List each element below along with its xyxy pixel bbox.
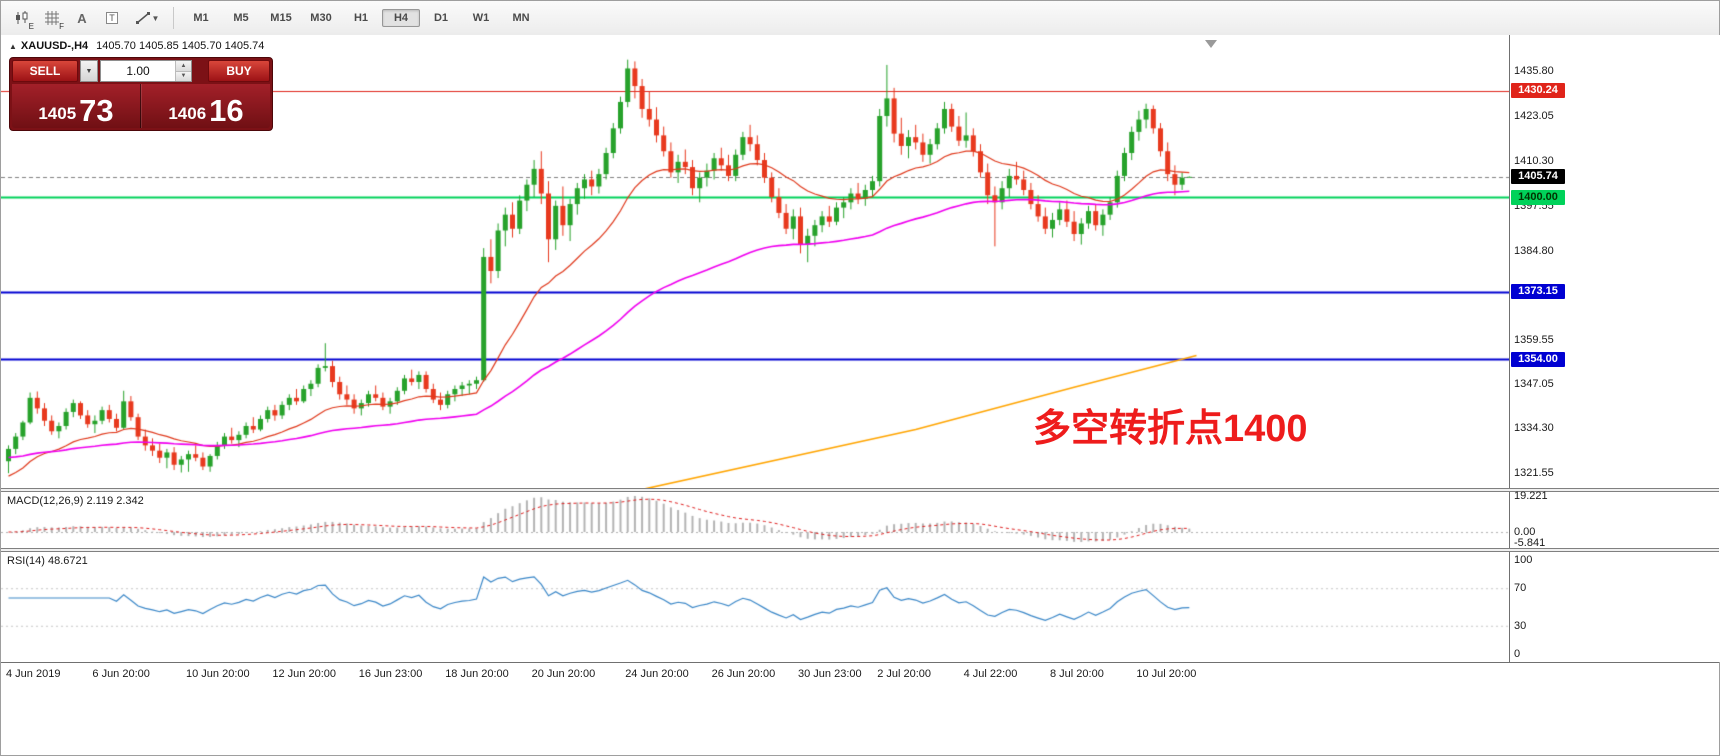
time-axis-label: 8 Jul 20:00 — [1050, 668, 1104, 680]
time-axis-label: 10 Jun 20:00 — [186, 668, 250, 680]
time-axis-label: 16 Jun 23:00 — [358, 668, 423, 680]
timeframe-button-m1[interactable]: M1 — [193, 12, 209, 24]
rsi-indicator-canvas[interactable] — [1, 552, 1509, 662]
rsi-label: RSI(14) 48.6721 — [7, 555, 88, 567]
buy-price-tile[interactable]: 1406 16 — [141, 84, 270, 128]
time-axis-label: 24 Jun 20:00 — [625, 668, 689, 680]
sell-button[interactable]: SELL — [12, 60, 78, 82]
volume-dropdown-icon[interactable]: ▼ — [80, 60, 98, 82]
timeframe-button-w1[interactable]: W1 — [472, 12, 490, 24]
timeframe-button-m15[interactable]: M15 — [270, 12, 292, 24]
volume-spinner: ▲ ▼ — [175, 61, 191, 81]
chart-tools-group: E F A T ▼ — [1, 5, 165, 31]
time-axis-label: 20 Jun 20:00 — [531, 668, 596, 680]
price-axis-label: 1334.30 — [1514, 422, 1554, 435]
price-axis-label: 1423.05 — [1514, 109, 1554, 122]
macd-axis-label: 19.221 — [1514, 490, 1548, 502]
time-axis-label: 12 Jun 20:00 — [272, 668, 337, 680]
macd-axis-label: -5.841 — [1514, 537, 1546, 549]
chart-text-annotation: 多空转折点1400 — [1033, 408, 1308, 450]
trade-prices-row: 1405 73 1406 16 — [12, 84, 270, 128]
line-studies-dropdown-icon[interactable]: ▼ — [129, 5, 165, 31]
timeframe-button-h1[interactable]: H1 — [353, 12, 369, 24]
sell-price-pips: 73 — [79, 92, 114, 128]
price-line-badge: 1400.00 — [1511, 189, 1565, 205]
price-line-badge: 1405.74 — [1511, 169, 1565, 185]
time-axis-label: 10 Jul 20:00 — [1136, 668, 1197, 680]
volume-input[interactable] — [101, 61, 175, 81]
timeframe-toolbar: M1 M5 M15 M30 H1 H4 D1 W1 MN — [182, 9, 540, 27]
time-axis-label: 6 Jun 20:00 — [92, 668, 150, 680]
buy-price-pips: 16 — [209, 92, 244, 128]
chart-shift-marker-icon[interactable] — [1205, 40, 1217, 48]
chart-window: 4 Jun 2019 6 Jun 20:00 10 Jun 20:00 12 Jun … — [1, 35, 1720, 755]
rsi-axis-label: 70 — [1514, 582, 1527, 595]
spinner-up-icon[interactable]: ▲ — [176, 61, 191, 71]
price-axis[interactable] — [1509, 35, 1720, 662]
chart-symbol-header: ▲ XAUUSD-,H4 1405.70 1405.85 1405.70 1405.… — [9, 40, 264, 52]
time-axis-label: 4 Jun 2019 — [6, 668, 61, 680]
panel-splitter-macd[interactable] — [1, 488, 1719, 492]
price-line-badge: 1373.15 — [1511, 284, 1565, 300]
candles-glyph — [16, 11, 28, 24]
ohlc-values: 1405.70 1405.85 1405.70 1405.74 — [96, 40, 265, 52]
symbol-name: XAUUSD-,H4 — [20, 40, 89, 52]
rsi-axis-label: 100 — [1514, 554, 1533, 566]
timeframe-button-d1[interactable]: D1 — [433, 12, 449, 24]
one-click-trading-panel: SELL ▼ ▲ ▼ BUY 1405 73 1406 — [9, 57, 273, 131]
chevron-down-icon: ▼ — [151, 13, 160, 23]
timeframe-button-mn[interactable]: MN — [512, 12, 530, 24]
panel-collapse-icon[interactable]: ▲ — [9, 42, 17, 51]
rsi-axis-label: 0 — [1514, 648, 1521, 660]
spinner-down-icon[interactable]: ▼ — [176, 70, 191, 81]
price-axis-label: 1359.55 — [1514, 333, 1554, 346]
icon-sub-e: E — [28, 22, 34, 31]
price-axis-label: 1410.30 — [1514, 154, 1554, 167]
icon-sub-f: F — [59, 22, 64, 31]
price-line-badge: 1430.24 — [1511, 83, 1565, 98]
price-line-badge: 1354.00 — [1511, 351, 1565, 367]
volume-box: ▲ ▼ — [100, 60, 192, 82]
macd-indicator-canvas[interactable] — [1, 492, 1509, 548]
buy-price-main: 1406 — [168, 104, 207, 124]
macd-axis-label: 0.00 — [1514, 526, 1536, 539]
grid-glyph — [45, 11, 59, 25]
trade-controls-row: SELL ▼ ▲ ▼ BUY — [12, 60, 270, 82]
price-axis-label: 1347.05 — [1514, 377, 1554, 390]
sell-price-tile[interactable]: 1405 73 — [12, 84, 141, 128]
macd-label: MACD(12,26,9) 2.119 2.342 — [7, 495, 144, 507]
textbox-icon[interactable]: T — [99, 5, 125, 31]
price-axis-label: 1384.80 — [1514, 244, 1554, 257]
candlestick-style-icon[interactable]: E — [9, 5, 35, 31]
time-axis-label: 2 Jul 20:00 — [877, 668, 932, 680]
panel-splitter-rsi[interactable] — [1, 548, 1719, 552]
sell-price-main: 1405 — [38, 104, 77, 124]
price-axis-label: 1435.80 — [1514, 64, 1554, 77]
timeframe-button-h4[interactable]: H4 — [382, 9, 420, 27]
grid-icon[interactable]: F — [39, 5, 65, 31]
time-axis-label: 18 Jun 20:00 — [445, 668, 509, 680]
text-annotation-icon[interactable]: A — [77, 10, 87, 26]
time-axis-label: 30 Jun 23:00 — [798, 668, 862, 680]
rsi-axis-label: 30 — [1514, 619, 1527, 632]
price-axis-label: 1321.55 — [1514, 467, 1554, 480]
toolbar-separator — [173, 7, 174, 29]
time-axis-label: 26 Jun 20:00 — [711, 668, 776, 680]
buy-button[interactable]: BUY — [208, 60, 270, 82]
timeframe-button-m5[interactable]: M5 — [233, 12, 249, 24]
trendline-glyph — [135, 12, 150, 24]
time-axis-label: 4 Jul 22:00 — [963, 668, 1018, 680]
timeframe-button-m30[interactable]: M30 — [310, 12, 332, 24]
top-toolbar: E F A T ▼ M1 M5 M15 M30 H1 — [1, 1, 1719, 36]
time-axis[interactable]: 4 Jun 2019 6 Jun 20:00 10 Jun 20:00 12 Jun … — [1, 662, 1719, 692]
